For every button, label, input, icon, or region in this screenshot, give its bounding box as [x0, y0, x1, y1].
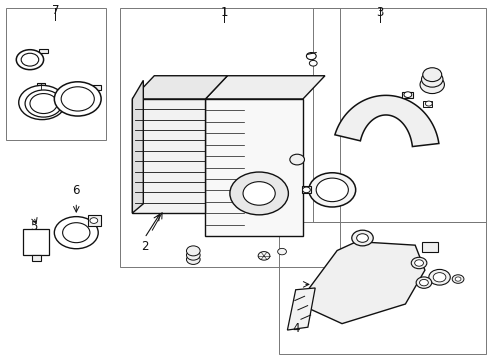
Circle shape — [277, 248, 286, 255]
Circle shape — [90, 218, 98, 224]
Bar — [37, 83, 45, 88]
Circle shape — [186, 246, 200, 256]
Circle shape — [403, 92, 411, 98]
Circle shape — [19, 85, 65, 120]
Bar — [422, 102, 431, 107]
Text: 4: 4 — [291, 323, 299, 336]
Bar — [402, 92, 412, 98]
Circle shape — [432, 273, 445, 282]
Text: 3: 3 — [376, 6, 383, 19]
Circle shape — [25, 90, 62, 117]
Bar — [278, 222, 485, 354]
Circle shape — [243, 182, 275, 205]
Circle shape — [309, 60, 317, 66]
Bar — [120, 8, 339, 266]
Circle shape — [186, 255, 200, 265]
Circle shape — [451, 275, 463, 283]
Bar — [302, 186, 310, 193]
Bar — [422, 242, 437, 252]
Circle shape — [410, 257, 426, 269]
Polygon shape — [287, 288, 315, 330]
Bar — [5, 8, 105, 140]
Circle shape — [308, 173, 355, 207]
Text: 1: 1 — [220, 6, 227, 19]
Circle shape — [454, 277, 460, 281]
Circle shape — [425, 101, 431, 106]
Circle shape — [61, 87, 94, 111]
Circle shape — [16, 50, 43, 70]
Polygon shape — [205, 99, 303, 236]
Text: 6: 6 — [72, 184, 80, 197]
Polygon shape — [132, 80, 143, 213]
Circle shape — [229, 172, 288, 215]
Bar — [22, 229, 49, 255]
Text: 7: 7 — [51, 4, 59, 17]
Polygon shape — [334, 95, 438, 147]
Circle shape — [21, 53, 39, 66]
Circle shape — [414, 260, 423, 266]
Circle shape — [54, 82, 101, 116]
Circle shape — [54, 217, 98, 249]
Circle shape — [258, 252, 269, 260]
Bar — [39, 49, 47, 53]
Polygon shape — [132, 99, 205, 213]
Circle shape — [415, 277, 431, 288]
Circle shape — [419, 279, 427, 286]
Polygon shape — [303, 242, 424, 324]
Circle shape — [306, 53, 316, 60]
Bar — [312, 8, 485, 222]
Circle shape — [62, 223, 90, 243]
Bar — [92, 85, 101, 90]
Circle shape — [30, 94, 57, 113]
Circle shape — [428, 269, 449, 285]
Polygon shape — [205, 76, 325, 99]
Circle shape — [186, 250, 200, 260]
Bar — [32, 255, 41, 261]
Circle shape — [419, 76, 444, 94]
Text: 2: 2 — [141, 240, 148, 253]
Circle shape — [316, 178, 347, 202]
Circle shape — [302, 187, 310, 193]
Circle shape — [421, 71, 442, 87]
Polygon shape — [132, 76, 227, 99]
Bar — [88, 215, 101, 226]
Circle shape — [289, 154, 304, 165]
Text: 5: 5 — [30, 220, 38, 233]
Circle shape — [356, 234, 367, 242]
Circle shape — [422, 68, 441, 82]
Circle shape — [351, 230, 372, 246]
